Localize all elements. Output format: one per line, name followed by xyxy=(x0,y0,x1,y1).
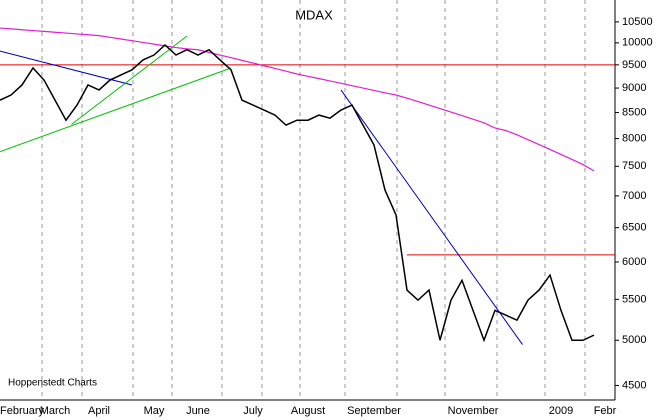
trendline xyxy=(0,67,232,153)
y-tick-label: 10000 xyxy=(622,37,653,49)
y-tick-label: 8000 xyxy=(622,132,646,144)
y-tick-label: 6000 xyxy=(622,256,646,268)
y-tick-label: 7500 xyxy=(622,160,646,172)
y-tick-label: 5000 xyxy=(622,334,646,346)
y-tick-label: 6500 xyxy=(622,222,646,234)
y-tick-label: 4500 xyxy=(622,379,646,391)
x-tick-label: June xyxy=(186,405,210,417)
x-tick-label: Febr xyxy=(594,405,617,417)
series-line xyxy=(0,43,595,343)
y-tick-label: 10500 xyxy=(622,16,653,28)
y-tick-label: 5500 xyxy=(622,293,646,305)
y-tick-label: 7000 xyxy=(622,190,646,202)
x-tick-label: April xyxy=(88,405,110,417)
series-line xyxy=(0,27,595,172)
x-tick-label: May xyxy=(144,405,165,417)
x-tick-label: July xyxy=(243,405,263,417)
x-tick-label: February xyxy=(0,405,45,417)
x-tick-label: November xyxy=(448,405,499,417)
month-grid xyxy=(41,0,586,400)
x-tick-label: September xyxy=(347,405,401,417)
y-tick-label: 9000 xyxy=(622,82,646,94)
chart-title: MDAX xyxy=(295,7,333,22)
y-tick-label: 8500 xyxy=(622,106,646,118)
x-tick-label: March xyxy=(40,405,71,417)
trendline xyxy=(71,35,188,125)
source-note: Hoppenstedt Charts xyxy=(8,378,97,389)
x-tick-label: August xyxy=(291,405,325,417)
y-tick-label: 9500 xyxy=(622,59,646,71)
x-tick-label: 2009 xyxy=(549,405,573,417)
trendline xyxy=(340,89,523,345)
